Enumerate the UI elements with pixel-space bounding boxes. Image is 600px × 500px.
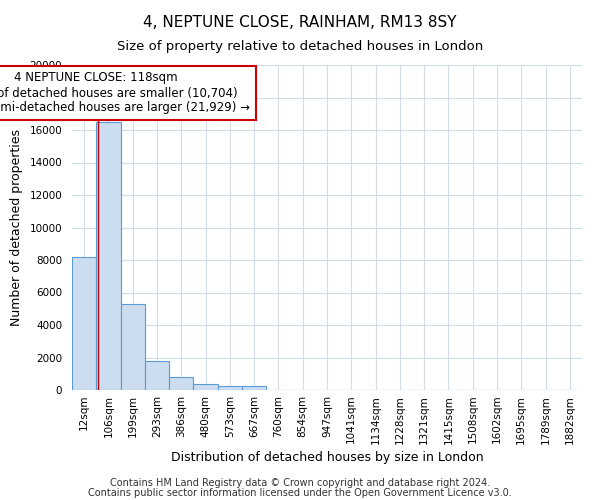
Bar [242,386,266,390]
Bar [169,377,193,390]
Text: 4 NEPTUNE CLOSE: 118sqm
← 33% of detached houses are smaller (10,704)
67% of sem: 4 NEPTUNE CLOSE: 118sqm ← 33% of detache… [0,72,250,114]
Text: Size of property relative to detached houses in London: Size of property relative to detached ho… [117,40,483,53]
Text: Contains public sector information licensed under the Open Government Licence v3: Contains public sector information licen… [88,488,512,498]
X-axis label: Distribution of detached houses by size in London: Distribution of detached houses by size … [170,450,484,464]
Bar [72,257,96,390]
Y-axis label: Number of detached properties: Number of detached properties [10,129,23,326]
Bar [145,361,169,390]
Text: Contains HM Land Registry data © Crown copyright and database right 2024.: Contains HM Land Registry data © Crown c… [110,478,490,488]
Bar [218,386,242,390]
Text: 4, NEPTUNE CLOSE, RAINHAM, RM13 8SY: 4, NEPTUNE CLOSE, RAINHAM, RM13 8SY [143,15,457,30]
Bar [96,122,121,390]
Bar [193,384,218,390]
Bar [121,304,145,390]
